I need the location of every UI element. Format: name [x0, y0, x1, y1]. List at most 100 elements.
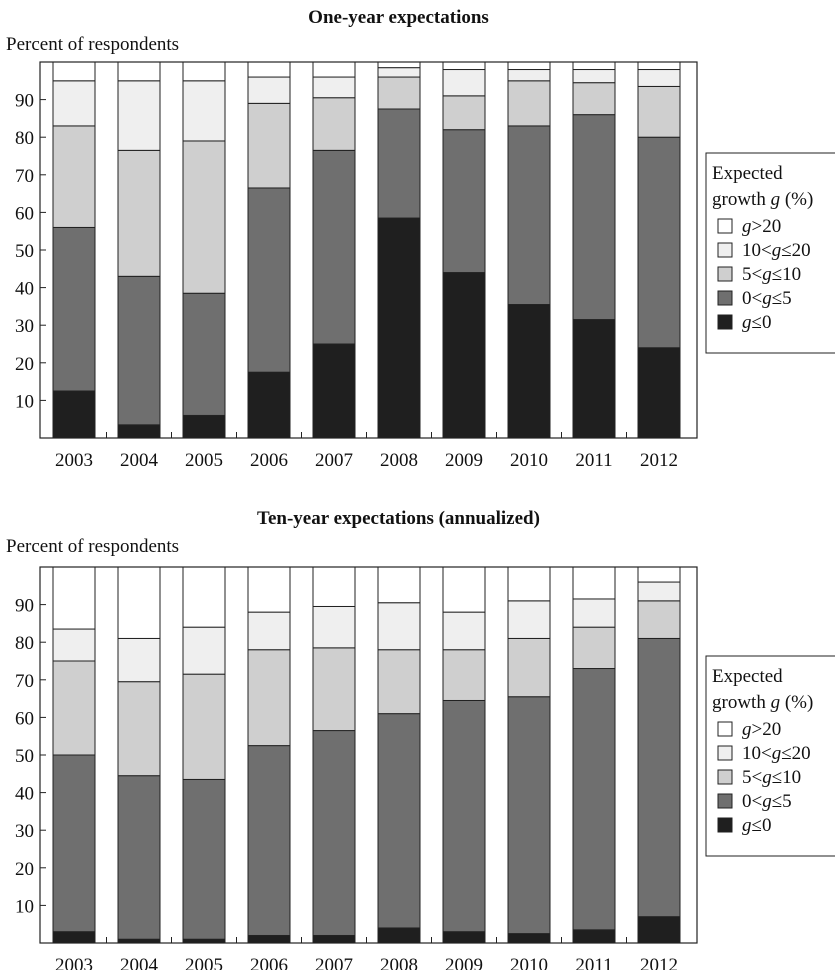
y-tick-label: 10 [15, 896, 34, 917]
x-tick-label: 2006 [250, 450, 288, 471]
bar-segment-2011-5 [572, 61, 616, 71]
bar-segment-2003-1 [52, 931, 96, 944]
bar-segment-2006-1 [247, 371, 291, 439]
x-tick-label: 2012 [640, 955, 678, 970]
y-tick-label: 60 [15, 203, 34, 224]
x-tick-label: 2010 [510, 955, 548, 970]
bar-segment-2012-5 [637, 61, 681, 71]
legend-item-label: g≤0 [742, 815, 771, 836]
bar-segment-2009-1 [442, 272, 486, 439]
bar-segment-2004-4 [117, 637, 161, 683]
legend-swatch [717, 721, 733, 737]
bar-segment-2011-3 [572, 626, 616, 670]
bar-segment-2003-4 [52, 80, 96, 127]
chart-panel-1: One-year expectations Percent of responde… [6, 7, 835, 471]
legend-swatch [717, 242, 733, 258]
bar-segment-2010-3 [507, 80, 551, 127]
legend-item-label: 0<g≤5 [742, 791, 792, 812]
x-tick-label: 2012 [640, 450, 678, 471]
bar-segment-2007-3 [312, 97, 356, 151]
bar-segment-2010-4 [507, 600, 551, 639]
x-tick-label: 2004 [120, 955, 159, 970]
legend-item-label: 10<g≤20 [742, 743, 811, 764]
bar-segment-2010-1 [507, 933, 551, 944]
bar-segment-2009-4 [442, 69, 486, 97]
x-tick-label: 2003 [55, 450, 93, 471]
legend-item-label: 0<g≤5 [742, 288, 792, 309]
y-tick-label: 20 [15, 354, 34, 375]
legend-swatch [717, 314, 733, 330]
y-tick-label: 20 [15, 859, 34, 880]
bar-segment-2005-3 [182, 673, 226, 780]
bar-segment-2007-1 [312, 343, 356, 439]
bar-segment-2004-3 [117, 681, 161, 777]
bar-segment-2010-2 [507, 696, 551, 935]
legend-item-label: g>20 [742, 719, 781, 740]
bar-segment-2006-5 [247, 566, 291, 613]
y-tick-label: 40 [15, 279, 34, 300]
bar-segment-2010-2 [507, 125, 551, 306]
y-tick-label: 70 [15, 671, 34, 692]
legend-swatch [717, 745, 733, 761]
bar-segment-2004-2 [117, 775, 161, 940]
x-tick-label: 2004 [120, 450, 159, 471]
legend-title: Expected [712, 163, 783, 184]
bar-segment-2008-2 [377, 108, 421, 219]
bar-segment-2009-2 [442, 699, 486, 933]
x-tick-label: 2010 [510, 450, 548, 471]
x-tick-label: 2005 [185, 450, 223, 471]
bar-segment-2006-3 [247, 649, 291, 747]
bar-segment-2006-2 [247, 745, 291, 936]
bar-segment-2006-1 [247, 934, 291, 944]
legend-swatch [717, 290, 733, 306]
legend-swatch [717, 793, 733, 809]
x-tick-label: 2007 [315, 955, 353, 970]
bar-segment-2011-4 [572, 598, 616, 628]
y-tick-label: 10 [15, 391, 34, 412]
bar-segment-2005-2 [182, 292, 226, 416]
bar-segment-2012-2 [637, 637, 681, 918]
bar-segment-2009-4 [442, 611, 486, 651]
bar-segment-2010-3 [507, 637, 551, 698]
y-tick-label: 40 [15, 784, 34, 805]
bar-segment-2004-1 [117, 424, 161, 439]
x-tick-label: 2011 [575, 955, 612, 970]
bar-segment-2007-4 [312, 605, 356, 649]
x-tick-label: 2008 [380, 955, 418, 970]
legend-swatch [717, 769, 733, 785]
bar-segment-2007-2 [312, 730, 356, 936]
bar-segment-2012-5 [637, 566, 681, 583]
legend-swatch [717, 817, 733, 833]
bar-segment-2008-4 [377, 602, 421, 651]
chart-title: One-year expectations [308, 7, 489, 28]
y-tick-label: 70 [15, 166, 34, 187]
bar-segment-2005-5 [182, 61, 226, 82]
bar-segment-2003-2 [52, 226, 96, 392]
x-tick-label: 2003 [55, 955, 93, 970]
bar-segment-2007-4 [312, 76, 356, 99]
bar-segment-2007-1 [312, 934, 356, 944]
legend-item-label: 5<g≤10 [742, 767, 801, 788]
bar-segment-2012-1 [637, 916, 681, 944]
legend-subtitle: growth g (%) [712, 189, 813, 210]
bar-segment-2003-3 [52, 125, 96, 228]
bar-segment-2006-3 [247, 102, 291, 189]
y-tick-label: 90 [15, 596, 34, 617]
bar-segment-2011-2 [572, 668, 616, 931]
legend-item-label: 10<g≤20 [742, 240, 811, 261]
bar-segment-2008-4 [377, 67, 421, 78]
bar-segment-2008-1 [377, 927, 421, 944]
bar-segment-2012-3 [637, 600, 681, 639]
bar-segment-2008-5 [377, 566, 421, 604]
bar-segment-2011-4 [572, 69, 616, 84]
bar-segment-2008-3 [377, 649, 421, 715]
x-tick-label: 2007 [315, 450, 353, 471]
bar-segment-2009-5 [442, 566, 486, 613]
bar-segment-2004-3 [117, 149, 161, 277]
y-tick-label: 30 [15, 821, 34, 842]
bar-segment-2004-5 [117, 61, 161, 82]
bar-segment-2005-4 [182, 626, 226, 675]
legend-item-label: g≤0 [742, 312, 771, 333]
bar-segment-2003-3 [52, 660, 96, 756]
